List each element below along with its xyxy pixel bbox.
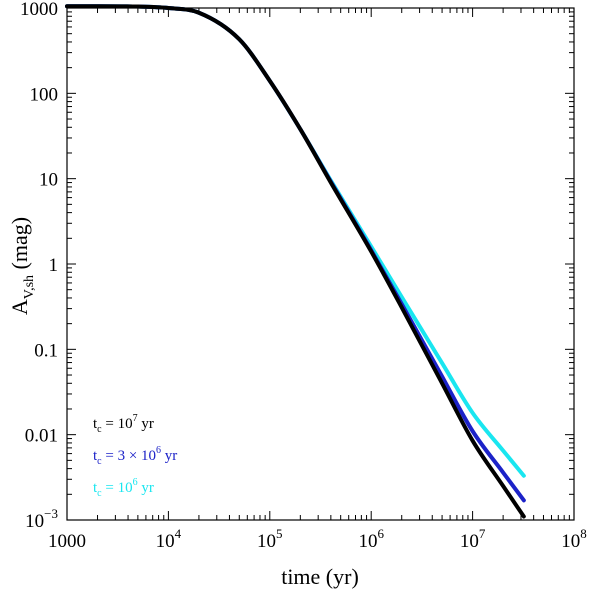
y-tick-label: 100	[30, 84, 59, 105]
legend-entry-2: tc = 107 yr	[93, 413, 154, 435]
y-tick-label: 10−3	[25, 506, 58, 532]
y-axis-title-unit: (mag)	[7, 217, 32, 275]
x-tick-label: 106	[358, 526, 384, 552]
y-tick-label: 10	[39, 170, 58, 191]
x-tick-label: 108	[561, 526, 587, 552]
y-axis-title-sub: V,sh	[22, 275, 37, 299]
legend-entry-0: tc = 106 yr	[93, 477, 154, 499]
x-tick-label: 104	[156, 526, 182, 552]
axis-ticks	[66, 8, 574, 521]
plot-frame	[66, 7, 575, 521]
y-axis-title: AV,sh (mag)	[7, 217, 37, 315]
y-tick-label: 0.1	[34, 340, 58, 361]
x-tick-label: 107	[460, 526, 486, 552]
y-tick-label: 1	[49, 255, 59, 276]
series-line-2	[65, 4, 526, 519]
x-tick-label: 105	[257, 526, 283, 552]
series-lines	[65, 4, 526, 519]
y-tick-label: 1000	[20, 0, 58, 20]
legend-entry-1: tc = 3 × 106 yr	[93, 445, 177, 467]
tick-labels: 1000 104 105 106 107 108 1000 100 10 1 0.1 0.01 10−3	[20, 0, 587, 552]
x-axis-title: time (yr)	[281, 564, 359, 589]
series-line-1	[65, 4, 526, 503]
legend: tc = 107 yr tc = 3 × 106 yr tc = 106 yr	[93, 413, 177, 499]
y-tick-label: 0.01	[25, 426, 58, 447]
y-axis-title-main: A	[7, 299, 32, 315]
x-tick-label: 1000	[48, 531, 86, 552]
